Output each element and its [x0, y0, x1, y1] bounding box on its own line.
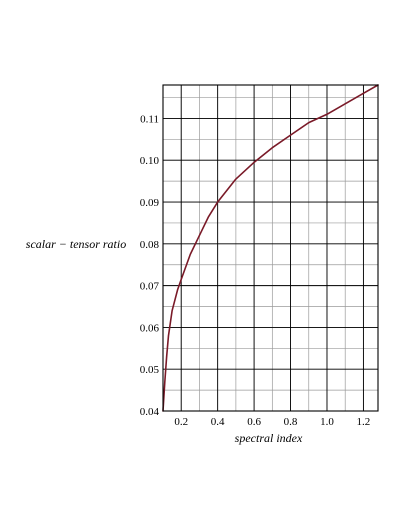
y-axis-title: scalar − tensor ratio: [26, 237, 126, 251]
x-tick-label: 1.0: [320, 416, 334, 428]
x-axis-title: spectral index: [235, 431, 303, 445]
x-tick-labels: 0.2 0.4 0.6 0.8 1.0 1.2: [174, 416, 370, 428]
x-tick-label: 0.8: [284, 416, 298, 428]
x-tick-label: 1.2: [357, 416, 371, 428]
major-gridlines: [163, 85, 378, 412]
minor-gridlines: [162, 85, 378, 412]
y-tick-label: 0.05: [140, 364, 160, 376]
y-tick-labels: 0.04 0.05 0.06 0.07 0.08 0.09 0.10 0.11: [140, 113, 160, 418]
series-group: [162, 84, 379, 412]
x-tick-label: 0.2: [174, 416, 188, 428]
y-tick-label: 0.11: [140, 113, 159, 125]
y-tick-label: 0.09: [140, 197, 160, 209]
y-tick-label: 0.10: [140, 155, 160, 167]
y-tick-label: 0.06: [140, 322, 160, 334]
y-tick-label: 0.08: [140, 239, 160, 251]
x-tick-label: 0.6: [247, 416, 261, 428]
series-line-0: [162, 84, 379, 412]
y-tick-label: 0.07: [140, 281, 160, 293]
y-tick-label: 0.04: [140, 406, 160, 418]
plot-frame: [162, 84, 379, 412]
x-tick-label: 0.4: [211, 416, 225, 428]
